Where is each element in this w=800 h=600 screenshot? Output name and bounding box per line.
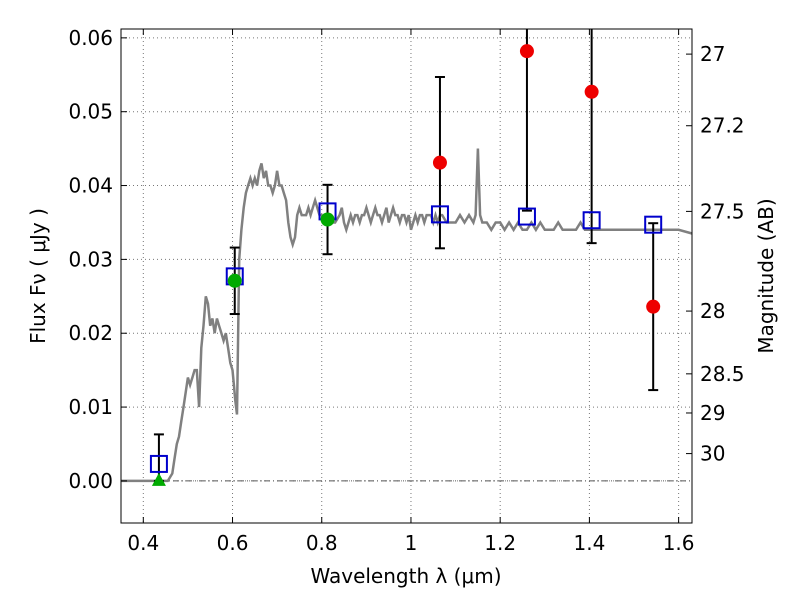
model-photometry-square [582, 211, 601, 230]
data-markers [149, 44, 663, 486]
y-tick-label: 0.05 [68, 100, 113, 124]
low-sn-point [432, 155, 447, 170]
x-tick-label: 0.4 [127, 531, 159, 555]
right-tick-label: 27 [700, 42, 725, 66]
y-axis-label: Flux Fν ( μJy ) [26, 208, 50, 344]
right-tick-label: 28 [700, 299, 725, 323]
model-photometry-square [430, 205, 449, 224]
detection-point [320, 212, 335, 227]
right-magnitude-axis: 27 27.2 27.5 28 28.5 29 30 [686, 42, 745, 466]
x-tick-label: 0.6 [217, 531, 249, 555]
right-tick-label: 29 [700, 401, 725, 425]
low-sn-point [519, 44, 534, 59]
right-tick-label: 28.5 [700, 362, 745, 386]
x-tick-label: 1.6 [663, 531, 695, 555]
right-tick-label: 27.2 [700, 114, 745, 138]
y-tick-label: 0.04 [68, 174, 113, 198]
y-tick-label: 0.00 [68, 469, 113, 493]
error-bars [153, 29, 659, 482]
right-axis-label: Magnitude (AB) [754, 198, 778, 353]
plot-frame [120, 28, 693, 524]
upper-limit-triangle [151, 472, 166, 486]
x-axis-label: Wavelength λ (μm) [310, 564, 501, 588]
right-tick-label: 30 [700, 442, 725, 466]
low-sn-point [646, 299, 661, 314]
x-tick-label: 0.8 [306, 531, 338, 555]
template-spectrum-line [121, 148, 693, 483]
right-tick-label: 27.5 [700, 199, 745, 223]
y-tick-label: 0.06 [68, 26, 113, 50]
low-sn-point [584, 84, 599, 99]
y-tick-label: 0.01 [68, 395, 113, 419]
y-tick-label: 0.02 [68, 321, 113, 345]
model-photometry-square [149, 454, 168, 473]
model-photometry-square [644, 215, 663, 234]
x-tick-label: 1 [405, 531, 418, 555]
y-axis: 0.00 0.01 0.02 0.03 0.04 0.05 0.06 [68, 26, 127, 493]
y-tick-label: 0.03 [68, 247, 113, 271]
x-tick-label: 1.4 [573, 531, 605, 555]
x-tick-label: 1.2 [484, 531, 516, 555]
plot-area [121, 29, 692, 523]
x-axis: 0.4 0.6 0.8 1 1.2 1.4 1.6 [127, 29, 695, 555]
detection-point [227, 273, 242, 288]
model-photometry-square [517, 207, 536, 226]
